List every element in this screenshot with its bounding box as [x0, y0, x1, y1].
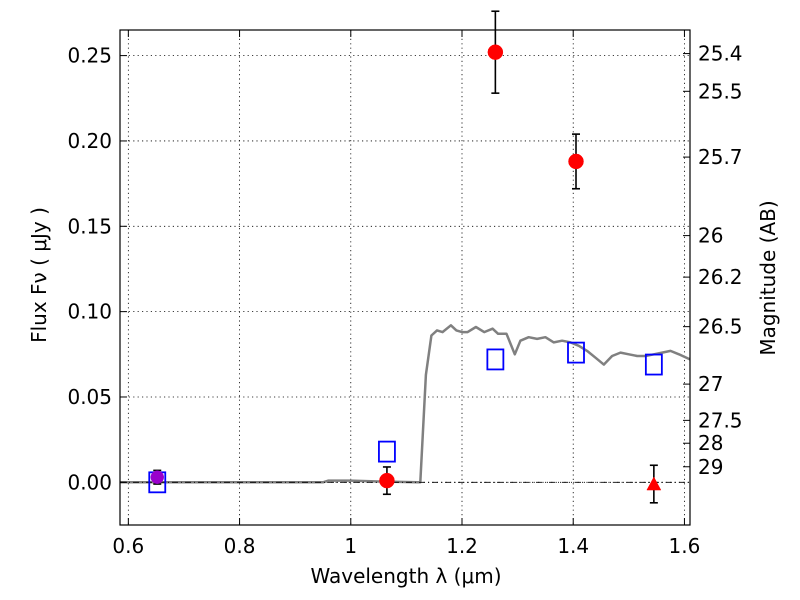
y-tick-label: 0.20 — [67, 129, 112, 153]
y-axis-label: Flux Fν ( μJy ) — [27, 207, 51, 343]
data-marks — [148, 10, 663, 504]
x-tick-labels: 0.6 0.8 1 1.2 1.4 1.6 — [112, 534, 700, 558]
purple-flux-point — [150, 470, 165, 484]
y2-tick-label: 26.5 — [698, 315, 743, 339]
y-tick-label: 0.15 — [67, 214, 112, 238]
y2-tick-label: 25.5 — [698, 79, 743, 103]
x-tick-label: 0.6 — [112, 534, 144, 558]
model-flux-box — [567, 341, 585, 364]
y2-tick-label: 29 — [698, 455, 723, 479]
upper-limit-triangle — [646, 476, 662, 491]
observed-flux-point — [568, 153, 584, 170]
y-tick-label: 0.05 — [67, 385, 112, 409]
y-tick-label: 0.25 — [67, 44, 112, 68]
y-tick-label: 0.10 — [67, 300, 112, 324]
model-flux-box — [644, 353, 663, 376]
y-tick-label: 0.00 — [67, 470, 112, 494]
y2-tick-label: 25.4 — [698, 42, 743, 66]
y2-axis-label: Magnitude (AB) — [756, 200, 780, 355]
model-flux-box — [378, 440, 396, 463]
plot-frame — [119, 29, 691, 526]
y2-tick-label: 25.7 — [698, 145, 743, 169]
y-tick-labels: 0.00 0.05 0.10 0.15 0.20 0.25 — [67, 44, 112, 495]
template-spectrum — [120, 324, 691, 484]
grid-lines — [120, 30, 690, 525]
observed-flux-point — [487, 44, 504, 60]
y2-tick-label: 26.2 — [698, 265, 743, 289]
x-axis-label: Wavelength λ (μm) — [310, 564, 501, 588]
x-tick-label: 0.8 — [224, 534, 256, 558]
spectrum-line — [120, 324, 691, 484]
y2-tick-label: 28 — [698, 431, 723, 455]
model-flux-box — [486, 348, 505, 371]
y2-tick-label: 27.5 — [698, 408, 743, 432]
x-tick-label: 1.6 — [669, 534, 701, 558]
observed-flux-point — [379, 472, 395, 489]
y2-tick-label: 27 — [698, 372, 723, 396]
y2-tick-label: 26 — [698, 224, 723, 248]
x-tick-label: 1.2 — [446, 534, 478, 558]
tick-marks — [120, 30, 690, 525]
x-tick-label: 1.4 — [557, 534, 589, 558]
x-tick-label: 1 — [344, 534, 357, 558]
